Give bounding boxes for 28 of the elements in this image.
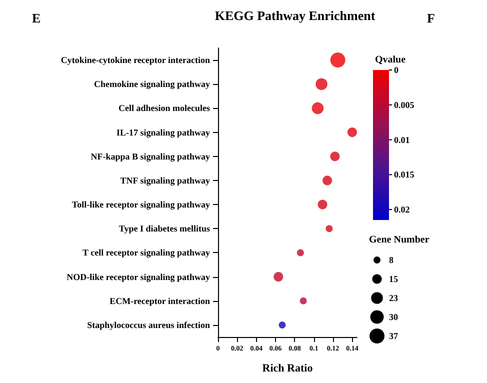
- text: F: [427, 10, 435, 26]
- y-tick-label: TNF signaling pathway: [120, 175, 210, 186]
- y-tick-label: T cell receptor signaling pathway: [82, 248, 210, 258]
- legend-label: 8: [389, 255, 394, 265]
- x-axis-title: Rich Ratio: [262, 362, 314, 374]
- y-tick-label: Toll-like receptor signaling pathway: [72, 200, 210, 210]
- y-tick-label: Staphylococcus aureus infection: [87, 320, 210, 330]
- legend-label: 37: [389, 331, 398, 341]
- legend-title: Gene Number: [369, 234, 430, 246]
- y-tick-label: NOD-like receptor signaling pathway: [66, 272, 210, 282]
- color-bar-label: 0.005: [394, 100, 415, 110]
- legend-label: 30: [389, 312, 398, 322]
- y-tick-label: Chemokine signaling pathway: [94, 79, 210, 90]
- y-tick-label: ECM-receptor interaction: [110, 296, 210, 306]
- y-tick-label: NF-kappa B signaling pathway: [90, 151, 210, 162]
- color-bar-label: 0: [394, 65, 399, 75]
- chart-title: KEGG Pathway Enrichment: [214, 8, 376, 23]
- y-tick-label: IL-17 signaling pathway: [116, 127, 210, 138]
- text: E: [32, 10, 41, 26]
- legend-label: 23: [389, 293, 398, 303]
- color-bar-label: 0.015: [394, 170, 415, 180]
- legend-label: 15: [389, 274, 398, 284]
- color-bar-title: Qvalue: [375, 54, 406, 66]
- y-tick-label: Cell adhesion molecules: [118, 103, 210, 114]
- y-tick-label: Cytokine-cytokine receptor interaction: [60, 55, 210, 66]
- color-bar-label: 0.02: [394, 204, 410, 215]
- y-tick-label: Type I diabetes mellitus: [118, 224, 210, 234]
- color-bar-label: 0.01: [394, 134, 410, 145]
